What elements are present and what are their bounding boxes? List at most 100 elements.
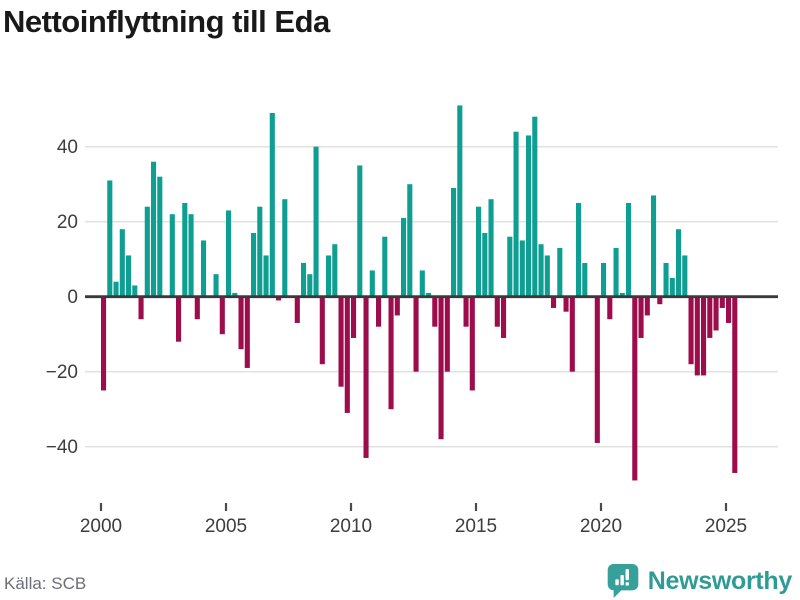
bar-2015-Q2[interactable]: 2015 Q2: 17	[482, 232, 488, 297]
bar-2012-Q4[interactable]: 2012 Q4: 7	[419, 270, 425, 297]
bar-2008-Q2[interactable]: 2008 Q2: 6	[307, 274, 313, 297]
bar-2022-Q2[interactable]: 2022 Q2: -2	[657, 296, 663, 305]
bar-2025-Q2[interactable]: 2025 Q2: -47	[732, 296, 738, 473]
bar-2001-Q1[interactable]: 2001 Q1: 11	[126, 255, 132, 297]
bar-2011-Q4[interactable]: 2011 Q4: -5	[394, 296, 400, 316]
bar-2017-Q3[interactable]: 2017 Q3: 14	[538, 244, 544, 297]
bar-2018-Q1[interactable]: 2018 Q1: -3	[551, 296, 557, 308]
bar-2023-Q2[interactable]: 2023 Q2: 11	[682, 255, 688, 297]
bar-2023-Q4[interactable]: 2023 Q4: -21	[694, 296, 700, 376]
bar-2016-Q2[interactable]: 2016 Q2: 16	[507, 236, 513, 297]
bar-2007-Q2[interactable]: 2007 Q2: 26	[282, 199, 288, 297]
bar-2000-Q1[interactable]: 2000 Q1: -25	[101, 296, 107, 391]
bar-2021-Q4[interactable]: 2021 Q4: -5	[644, 296, 650, 316]
bar-2013-Q2[interactable]: 2013 Q2: -8	[432, 296, 438, 327]
bar-2011-Q3[interactable]: 2011 Q3: -30	[388, 296, 394, 410]
bar-2001-Q4[interactable]: 2001 Q4: 24	[144, 206, 150, 297]
bar-2025-Q1[interactable]: 2025 Q1: -7	[726, 296, 732, 323]
bar-2022-Q1[interactable]: 2022 Q1: 27	[651, 195, 657, 297]
bar-2007-Q1[interactable]: 2007 Q1: -1	[276, 296, 282, 301]
bar-2020-Q4[interactable]: 2020 Q4: 1	[619, 292, 625, 297]
bar-2016-Q1[interactable]: 2016 Q1: -11	[501, 296, 507, 338]
bar-2023-Q3[interactable]: 2023 Q3: -18	[688, 296, 694, 365]
bar-2015-Q4[interactable]: 2015 Q4: -8	[494, 296, 500, 327]
bar-2014-Q3[interactable]: 2014 Q3: -8	[463, 296, 469, 327]
bar-2023-Q1[interactable]: 2023 Q1: 18	[676, 229, 682, 297]
bar-2011-Q1[interactable]: 2011 Q1: -8	[376, 296, 382, 327]
bar-2020-Q1[interactable]: 2020 Q1: 9	[601, 262, 607, 297]
bar-2006-Q3[interactable]: 2006 Q3: 11	[263, 255, 269, 297]
bar-2009-Q1[interactable]: 2009 Q1: 11	[326, 255, 332, 297]
bar-2010-Q4[interactable]: 2010 Q4: 7	[369, 270, 375, 297]
bar-2006-Q4[interactable]: 2006 Q4: 49	[269, 112, 275, 297]
bar-2024-Q1[interactable]: 2024 Q1: -21	[701, 296, 707, 376]
bar-2006-Q1[interactable]: 2006 Q1: 17	[251, 232, 257, 297]
bar-2010-Q2[interactable]: 2010 Q2: 35	[357, 165, 363, 297]
bar-2020-Q3[interactable]: 2020 Q3: 13	[613, 247, 619, 297]
bar-2018-Q2[interactable]: 2018 Q2: 13	[557, 247, 563, 297]
bar-2002-Q4[interactable]: 2002 Q4: 22	[169, 214, 175, 297]
bar-2000-Q4[interactable]: 2000 Q4: 18	[119, 229, 125, 297]
bar-2005-Q4[interactable]: 2005 Q4: -19	[244, 296, 250, 368]
bar-2010-Q3[interactable]: 2010 Q3: -43	[363, 296, 369, 458]
bar-2021-Q2[interactable]: 2021 Q2: -49	[632, 296, 638, 481]
bar-2017-Q1[interactable]: 2017 Q1: 43	[526, 135, 532, 297]
bar-2014-Q2[interactable]: 2014 Q2: 51	[457, 105, 463, 297]
bar-2010-Q1[interactable]: 2010 Q1: -11	[351, 296, 357, 338]
bar-2003-Q2[interactable]: 2003 Q2: 25	[182, 202, 188, 297]
bar-2005-Q3[interactable]: 2005 Q3: -14	[238, 296, 244, 350]
bar-2018-Q4[interactable]: 2018 Q4: -20	[569, 296, 575, 372]
bar-2012-Q2[interactable]: 2012 Q2: 30	[407, 184, 413, 297]
bar-2003-Q4[interactable]: 2003 Q4: -6	[194, 296, 200, 320]
bar-2016-Q3[interactable]: 2016 Q3: 44	[513, 131, 519, 297]
bar-2005-Q1[interactable]: 2005 Q1: 23	[226, 210, 232, 297]
bar-2000-Q2[interactable]: 2000 Q2: 31	[107, 180, 113, 297]
bar-2004-Q1[interactable]: 2004 Q1: 15	[201, 240, 207, 297]
bar-2009-Q2[interactable]: 2009 Q2: 14	[332, 244, 338, 297]
bar-2008-Q1[interactable]: 2008 Q1: 9	[301, 262, 307, 297]
newsworthy-logo[interactable]: Newsworthy	[606, 562, 792, 600]
bar-2003-Q3[interactable]: 2003 Q3: 22	[188, 214, 194, 297]
bar-2024-Q3[interactable]: 2024 Q3: -9	[713, 296, 719, 331]
bar-2007-Q4[interactable]: 2007 Q4: -7	[294, 296, 300, 323]
bar-2016-Q4[interactable]: 2016 Q4: 15	[519, 240, 525, 297]
bar-2017-Q2[interactable]: 2017 Q2: 48	[532, 116, 538, 297]
bar-2009-Q4[interactable]: 2009 Q4: -31	[344, 296, 350, 413]
bar-2001-Q2[interactable]: 2001 Q2: 3	[132, 285, 138, 297]
bar-2020-Q2[interactable]: 2020 Q2: -6	[607, 296, 613, 320]
bar-2014-Q1[interactable]: 2014 Q1: 29	[451, 187, 457, 297]
bar-2004-Q4[interactable]: 2004 Q4: -10	[219, 296, 225, 335]
bar-2019-Q1[interactable]: 2019 Q1: 25	[576, 202, 582, 297]
bar-2006-Q2[interactable]: 2006 Q2: 24	[257, 206, 263, 297]
bar-2021-Q1[interactable]: 2021 Q1: 25	[626, 202, 632, 297]
bar-2018-Q3[interactable]: 2018 Q3: -4	[563, 296, 569, 312]
bar-2002-Q1[interactable]: 2002 Q1: 36	[151, 161, 157, 297]
bar-2015-Q1[interactable]: 2015 Q1: 24	[476, 206, 482, 297]
bar-2022-Q4[interactable]: 2022 Q4: 5	[669, 277, 675, 297]
bar-2019-Q4[interactable]: 2019 Q4: -39	[594, 296, 600, 443]
bar-2021-Q3[interactable]: 2021 Q3: -11	[638, 296, 644, 338]
bar-2011-Q2[interactable]: 2011 Q2: 16	[382, 236, 388, 297]
bar-2008-Q4[interactable]: 2008 Q4: -18	[319, 296, 325, 365]
bar-2012-Q3[interactable]: 2012 Q3: -20	[413, 296, 419, 372]
bar-2009-Q3[interactable]: 2009 Q3: -24	[338, 296, 344, 387]
bar-2015-Q3[interactable]: 2015 Q3: 26	[488, 199, 494, 297]
bar-2013-Q1[interactable]: 2013 Q1: 1	[426, 292, 432, 297]
bar-2013-Q4[interactable]: 2013 Q4: -20	[444, 296, 450, 372]
bar-2003-Q1[interactable]: 2003 Q1: -12	[176, 296, 182, 342]
bar-2014-Q4[interactable]: 2014 Q4: -25	[469, 296, 475, 391]
bar-2022-Q3[interactable]: 2022 Q3: 9	[663, 262, 669, 297]
bar-2024-Q2[interactable]: 2024 Q2: -11	[707, 296, 713, 338]
bar-2005-Q2[interactable]: 2005 Q2: 1	[232, 292, 238, 297]
bar-2019-Q2[interactable]: 2019 Q2: 9	[582, 262, 588, 297]
bar-2012-Q1[interactable]: 2012 Q1: 21	[401, 217, 407, 297]
y-tick-label: −20	[46, 362, 78, 383]
bar-2024-Q4[interactable]: 2024 Q4: -3	[719, 296, 725, 308]
bar-2002-Q2[interactable]: 2002 Q2: 32	[157, 176, 163, 297]
bar-2004-Q3[interactable]: 2004 Q3: 6	[213, 274, 219, 297]
bar-2001-Q3[interactable]: 2001 Q3: -6	[138, 296, 144, 320]
bar-2008-Q3[interactable]: 2008 Q3: 40	[313, 146, 319, 297]
bar-2013-Q3[interactable]: 2013 Q3: -38	[438, 296, 444, 440]
bar-2000-Q3[interactable]: 2000 Q3: 4	[113, 281, 119, 297]
bar-2017-Q4[interactable]: 2017 Q4: 11	[544, 255, 550, 297]
